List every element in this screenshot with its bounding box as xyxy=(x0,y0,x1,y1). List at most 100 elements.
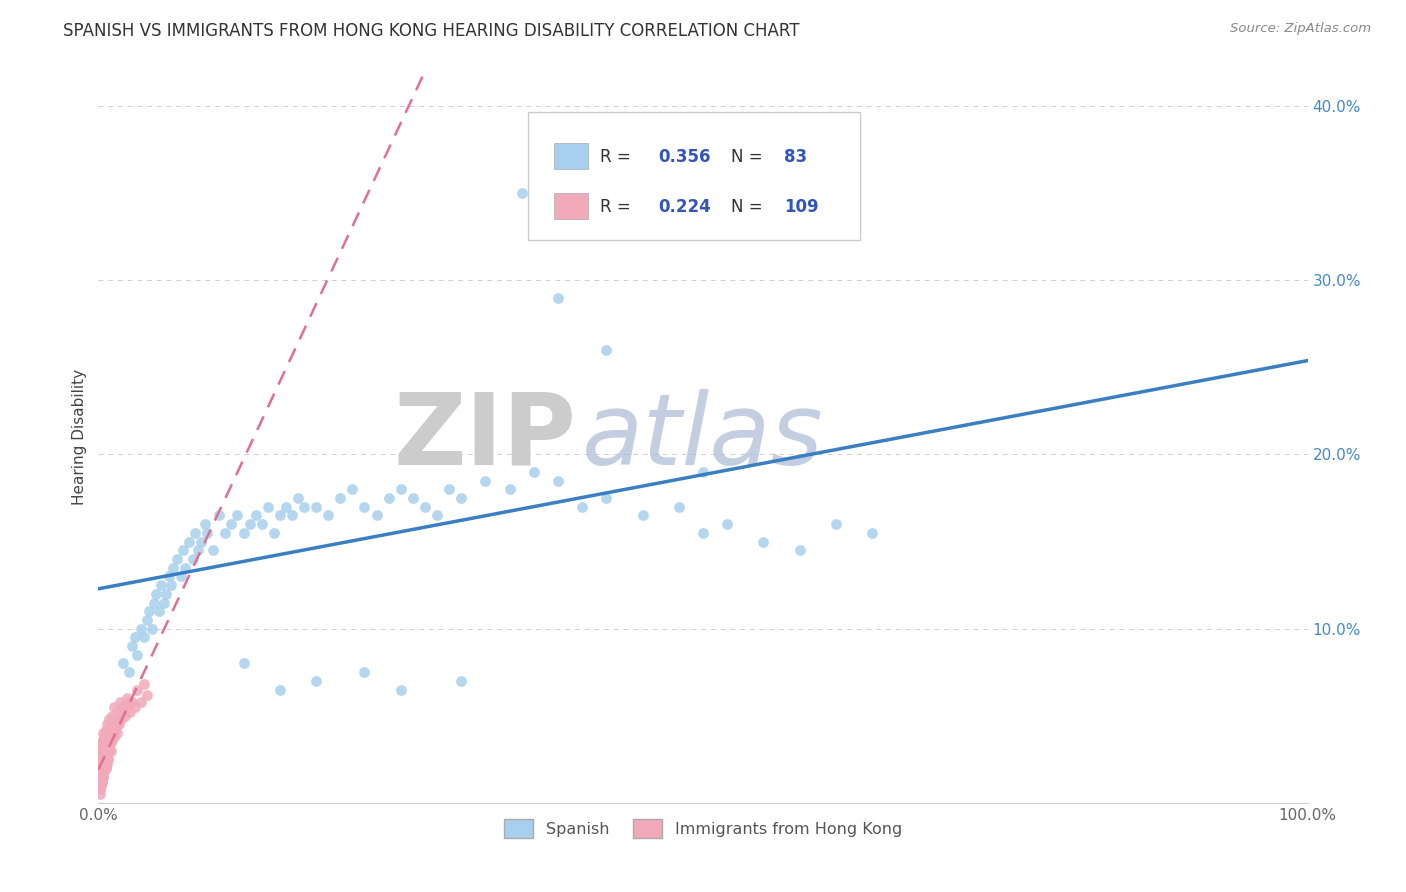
Point xyxy=(100,735,122,749)
Point xyxy=(91,770,114,784)
Point xyxy=(214,525,236,540)
Point xyxy=(169,569,191,583)
Point xyxy=(91,735,114,749)
Point xyxy=(96,757,118,772)
Point xyxy=(160,578,183,592)
Point xyxy=(98,740,121,755)
Point xyxy=(104,723,127,737)
Point xyxy=(90,754,112,768)
Point xyxy=(91,757,114,772)
Point xyxy=(93,752,115,766)
Point xyxy=(94,735,117,749)
Point xyxy=(389,483,412,497)
Point xyxy=(93,764,115,779)
Point xyxy=(89,743,111,757)
Point xyxy=(91,775,114,789)
Point xyxy=(118,665,141,680)
Point xyxy=(98,712,121,726)
Point xyxy=(143,595,166,609)
Point xyxy=(208,508,231,523)
Point xyxy=(316,508,339,523)
Point xyxy=(90,778,112,792)
Point xyxy=(94,747,117,761)
Point xyxy=(789,543,811,558)
Point xyxy=(108,717,131,731)
Point xyxy=(93,757,115,772)
Point xyxy=(96,740,118,755)
Point xyxy=(96,730,118,744)
Point xyxy=(91,735,114,749)
Point xyxy=(93,752,115,766)
Point xyxy=(91,775,114,789)
Point xyxy=(112,705,135,719)
Point xyxy=(179,534,201,549)
Point xyxy=(89,764,111,779)
Point xyxy=(93,764,115,779)
Point xyxy=(450,673,472,688)
Point xyxy=(437,483,460,497)
Point xyxy=(510,186,533,201)
Point xyxy=(91,764,114,779)
Point xyxy=(90,735,112,749)
Point xyxy=(103,700,125,714)
Point xyxy=(281,508,304,523)
Point xyxy=(97,752,120,766)
Point xyxy=(353,500,375,514)
Point xyxy=(97,735,120,749)
Point xyxy=(190,534,212,549)
Point xyxy=(91,770,114,784)
Point xyxy=(96,747,118,761)
Text: 0.224: 0.224 xyxy=(658,198,711,216)
Point xyxy=(256,500,278,514)
Point xyxy=(426,508,449,523)
Point xyxy=(450,491,472,505)
Point xyxy=(595,491,617,505)
Point xyxy=(221,517,243,532)
Point xyxy=(134,677,156,691)
Point xyxy=(91,752,114,766)
Point xyxy=(90,747,112,761)
Point xyxy=(174,560,197,574)
Point xyxy=(571,500,593,514)
Point xyxy=(413,500,436,514)
Point xyxy=(474,474,496,488)
Point xyxy=(91,743,114,757)
Point xyxy=(91,757,114,772)
Point xyxy=(129,622,152,636)
Point xyxy=(118,705,141,719)
Point xyxy=(93,740,115,755)
Text: atlas: atlas xyxy=(582,389,824,485)
Point xyxy=(366,508,388,523)
Point xyxy=(232,657,254,671)
Point xyxy=(94,723,117,737)
Point xyxy=(90,763,112,777)
Point xyxy=(825,517,848,532)
Point xyxy=(134,631,156,645)
Point xyxy=(89,778,111,792)
Point xyxy=(111,657,134,671)
Point xyxy=(287,491,309,505)
Point xyxy=(274,500,297,514)
Point xyxy=(105,726,128,740)
Point xyxy=(98,743,121,757)
Point xyxy=(377,491,399,505)
Point xyxy=(187,543,209,558)
Text: 0.356: 0.356 xyxy=(658,148,711,166)
Point xyxy=(402,491,425,505)
Point xyxy=(89,761,111,775)
Point xyxy=(110,712,132,726)
Text: R =: R = xyxy=(600,148,631,166)
Point xyxy=(97,752,120,766)
Point xyxy=(96,717,118,731)
Point xyxy=(101,717,124,731)
Text: 109: 109 xyxy=(785,198,818,216)
Point xyxy=(91,752,114,766)
Point xyxy=(114,708,136,723)
Point xyxy=(692,525,714,540)
Point xyxy=(90,740,112,755)
Text: 83: 83 xyxy=(785,148,807,166)
Point xyxy=(129,695,152,709)
Point xyxy=(692,465,714,479)
Point xyxy=(135,613,157,627)
Point xyxy=(89,770,111,784)
